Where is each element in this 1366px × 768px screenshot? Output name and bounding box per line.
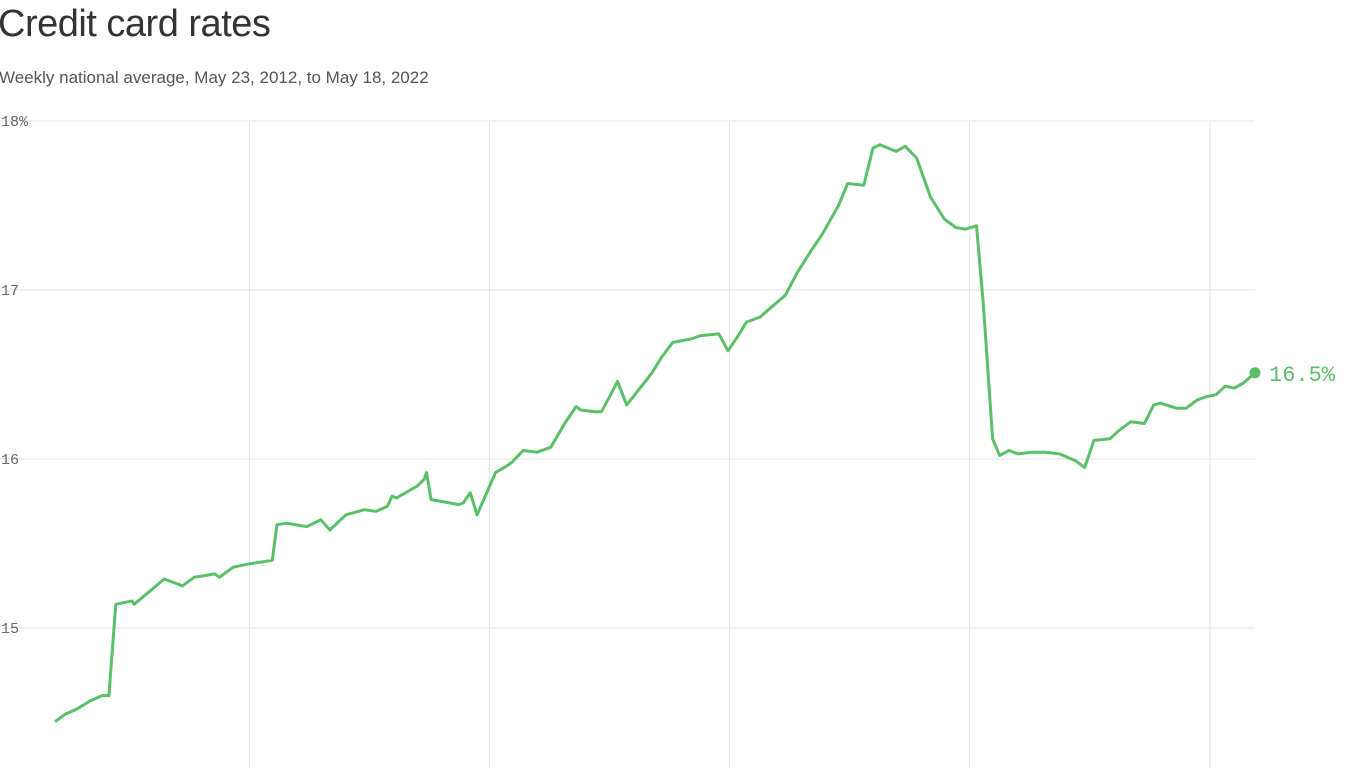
series-line-credit-card-rate: [54, 143, 1257, 723]
y-tick-label: 18%: [1, 114, 29, 131]
y-tick-label: 15: [1, 621, 19, 638]
end-point-marker: [1249, 367, 1261, 379]
end-value-label: 16.5%: [1269, 363, 1336, 388]
gridlines: [0, 120, 1255, 768]
y-tick-label: 17: [1, 283, 19, 300]
y-axis-ticks: 18% 17 16 15: [1, 114, 29, 638]
chart-title: Credit card rates: [0, 3, 271, 45]
series-layer: 16.5%: [54, 143, 1336, 723]
y-tick-label: 16: [1, 452, 19, 469]
chart-subtitle: Weekly national average, May 23, 2012, t…: [0, 68, 429, 87]
